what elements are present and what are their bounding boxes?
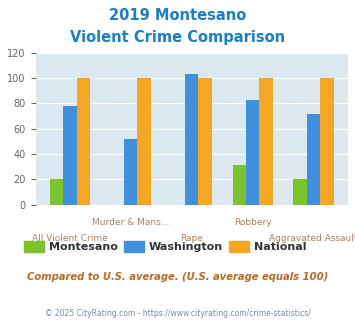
Text: Aggravated Assault: Aggravated Assault xyxy=(269,234,355,243)
Text: © 2025 CityRating.com - https://www.cityrating.com/crime-statistics/: © 2025 CityRating.com - https://www.city… xyxy=(45,309,310,317)
Text: Compared to U.S. average. (U.S. average equals 100): Compared to U.S. average. (U.S. average … xyxy=(27,272,328,282)
Legend: Montesano, Washington, National: Montesano, Washington, National xyxy=(20,237,311,256)
Text: Rape: Rape xyxy=(180,234,203,243)
Bar xyxy=(246,100,260,205)
Bar xyxy=(260,78,273,205)
Bar xyxy=(77,78,90,205)
Text: Murder & Mans...: Murder & Mans... xyxy=(92,218,169,227)
Bar xyxy=(198,78,212,205)
Bar xyxy=(294,179,307,205)
Bar xyxy=(185,74,198,205)
Bar xyxy=(50,179,63,205)
Bar xyxy=(63,106,77,205)
Text: All Violent Crime: All Violent Crime xyxy=(32,234,108,243)
Bar xyxy=(124,139,137,205)
Bar xyxy=(307,114,320,205)
Text: 2019 Montesano: 2019 Montesano xyxy=(109,8,246,23)
Text: Violent Crime Comparison: Violent Crime Comparison xyxy=(70,30,285,45)
Bar xyxy=(233,165,246,205)
Bar xyxy=(137,78,151,205)
Bar xyxy=(320,78,334,205)
Text: Robbery: Robbery xyxy=(234,218,272,227)
